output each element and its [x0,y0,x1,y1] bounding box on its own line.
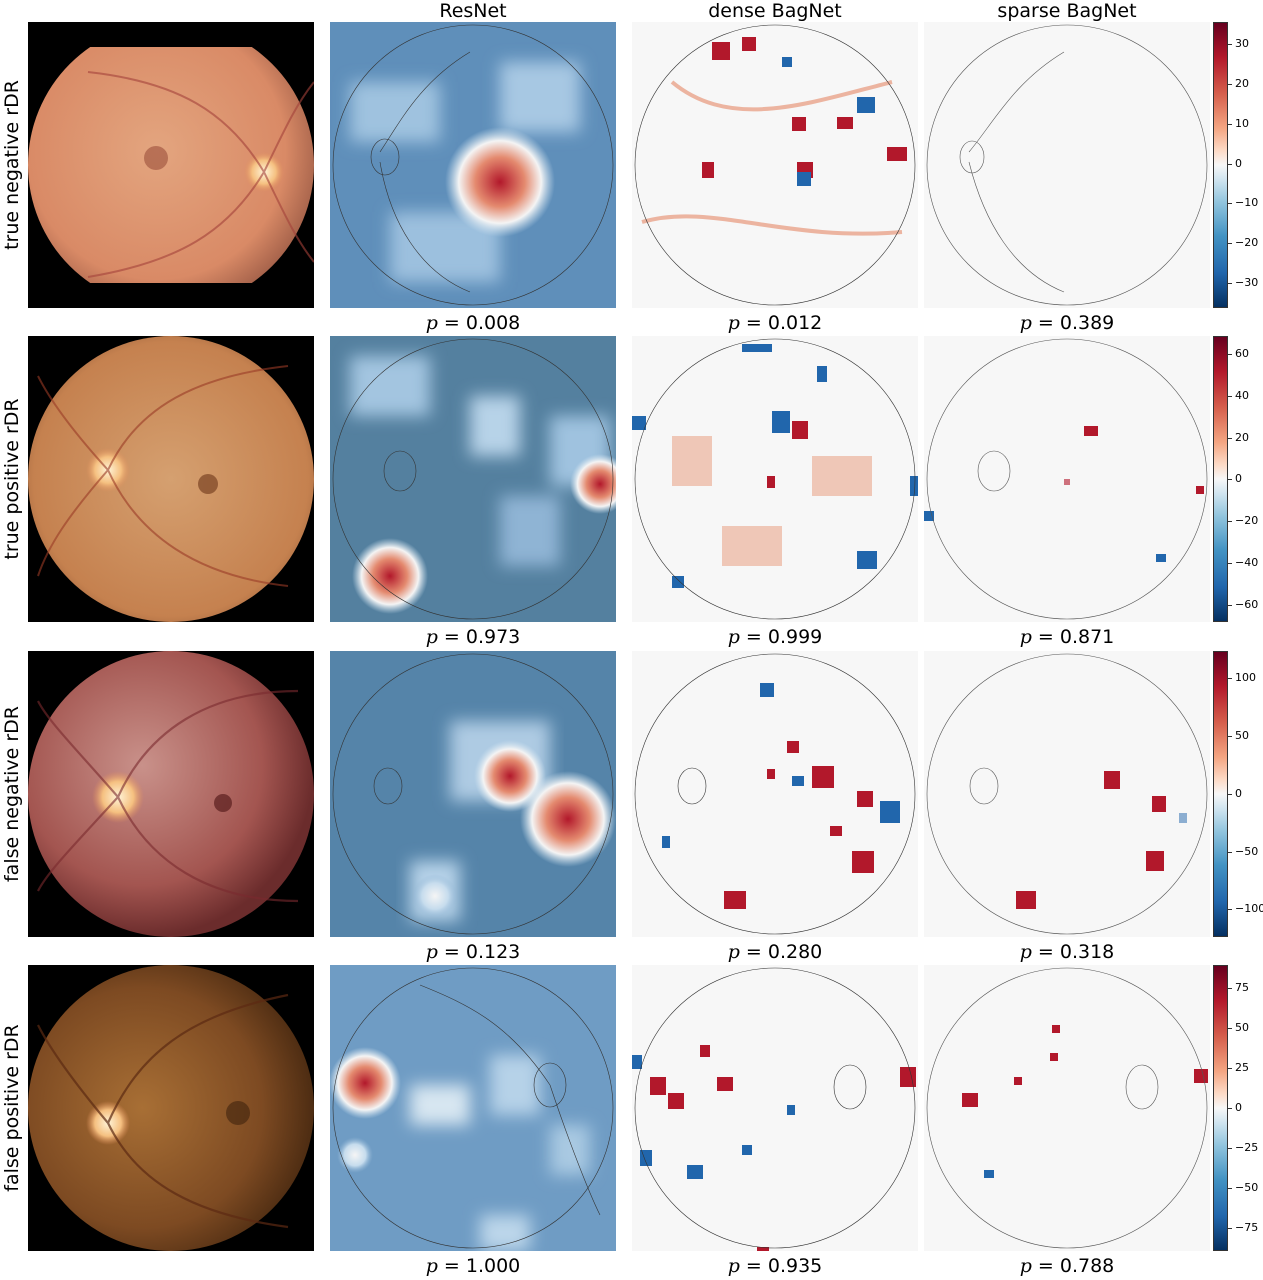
p-symbol: p = [727,1255,768,1277]
colorbar-row-3 [1213,651,1228,937]
p-value-dense-row-3: p = 0.280 [727,941,823,963]
colorbar-tick: 0 [1228,473,1242,485]
resnet-heatmap-true-negative [330,22,616,308]
p-symbol: p = [425,1255,466,1277]
p-value-sparse-row-2: p = 0.871 [1019,626,1115,648]
p-value-resnet-row-1: p = 0.008 [425,312,521,334]
p-value-resnet-row-4: p = 1.000 [425,1255,521,1277]
p-symbol: p = [425,941,466,963]
colorbar-tick: 20 [1228,78,1249,90]
colorbar-tick: −20 [1228,237,1258,249]
p-value-resnet-row-3: p = 0.123 [425,941,521,963]
fundus-image-true-negative [28,22,314,308]
column-title-dense-bagnet: dense BagNet [708,0,842,22]
colorbar-tick: 75 [1228,982,1249,994]
colorbar-tick: 10 [1228,118,1249,130]
p-symbol: p = [727,626,768,648]
p-value-sparse-row-3: p = 0.318 [1019,941,1115,963]
sparse-bagnet-heatmap-true-positive [924,336,1210,622]
colorbar-tick: −60 [1228,599,1258,611]
colorbar-row-2 [1213,336,1228,622]
colorbar-tick: −50 [1228,1182,1258,1194]
fundus-image-true-positive [28,336,314,622]
p-symbol: p = [727,312,768,334]
colorbar-tick: −100 [1228,903,1263,915]
p-symbol: p = [425,626,466,648]
colorbar-tick: 0 [1228,788,1242,800]
p-symbol: p = [1019,626,1060,648]
colorbar-tick: 40 [1228,390,1249,402]
colorbar-tick: 50 [1228,730,1249,742]
row-label-false-negative: false negative rDR [1,705,23,883]
colorbar-row-1 [1213,22,1228,308]
p-value-sparse-row-4: p = 0.788 [1019,1255,1115,1277]
colorbar-tick: 50 [1228,1022,1249,1034]
resnet-heatmap-true-positive [330,336,616,622]
colorbar-tick: 25 [1228,1062,1249,1074]
column-title-resnet: ResNet [439,0,507,22]
sparse-bagnet-heatmap-true-negative [924,22,1210,308]
resnet-heatmap-false-positive [330,965,616,1251]
p-symbol: p = [1019,1255,1060,1277]
colorbar-tick: −10 [1228,197,1258,209]
colorbar-tick: 100 [1228,672,1256,684]
row-label-true-positive: true positive rDR [1,398,23,560]
p-value-sparse-row-1: p = 0.389 [1019,312,1115,334]
p-symbol: p = [1019,941,1060,963]
p-value-dense-row-1: p = 0.012 [727,312,823,334]
p-value-dense-row-2: p = 0.999 [727,626,823,648]
row-label-false-positive: false positive rDR [1,1024,23,1192]
colorbar-tick: −40 [1228,557,1258,569]
colorbar-tick: 30 [1228,38,1249,50]
p-symbol: p = [425,312,466,334]
colorbar-tick: −50 [1228,846,1258,858]
colorbar-tick: 0 [1228,158,1242,170]
p-value-resnet-row-2: p = 0.973 [425,626,521,648]
dense-bagnet-heatmap-false-negative [632,651,918,937]
colorbar-tick: −20 [1228,515,1258,527]
sparse-bagnet-heatmap-false-negative [924,651,1210,937]
colorbar-tick: 20 [1228,432,1249,444]
dense-bagnet-heatmap-false-positive [632,965,918,1251]
colorbar-tick: 60 [1228,348,1249,360]
p-value-dense-row-4: p = 0.935 [727,1255,823,1277]
dense-bagnet-heatmap-true-negative [632,22,918,308]
column-title-sparse-bagnet: sparse BagNet [997,0,1137,22]
colorbar-row-4 [1213,965,1228,1251]
dense-bagnet-heatmap-true-positive [632,336,918,622]
row-label-true-negative: true negative rDR [1,80,23,250]
p-symbol: p = [1019,312,1060,334]
resnet-heatmap-false-negative [330,651,616,937]
colorbar-tick: −30 [1228,277,1258,289]
colorbar-tick: −25 [1228,1142,1258,1154]
sparse-bagnet-heatmap-false-positive [924,965,1210,1251]
fundus-image-false-positive [28,965,314,1251]
colorbar-tick: 0 [1228,1102,1242,1114]
fundus-image-false-negative [28,651,314,937]
colorbar-tick: −75 [1228,1222,1258,1234]
p-symbol: p = [727,941,768,963]
